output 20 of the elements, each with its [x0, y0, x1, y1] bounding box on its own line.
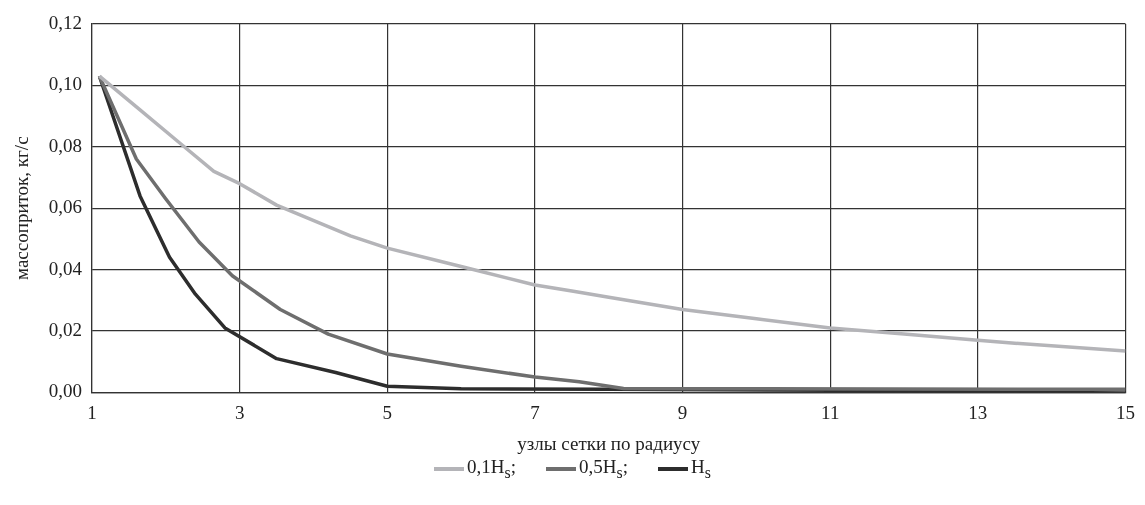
x-tick-label: 15 — [1116, 401, 1135, 423]
legend-label: H$_{s}$ — [690, 456, 711, 482]
y-tick-label: 0,02 — [48, 318, 83, 340]
y-tick-label: 0,08 — [48, 134, 83, 156]
y-axis-title: массоприток, кг/с — [11, 136, 33, 280]
x-tick-label: 7 — [530, 401, 540, 423]
x-tick-label: 3 — [234, 401, 245, 423]
x-tick-label: 1 — [87, 401, 97, 423]
x-tick-label: 9 — [677, 401, 688, 423]
y-tick-label: 0,00 — [48, 380, 83, 402]
y-tick-label: 0,04 — [48, 257, 83, 279]
y-tick-label: 0,12 — [48, 11, 83, 33]
y-tick-label: 0,10 — [48, 73, 83, 95]
y-tick-label: 0,06 — [48, 196, 83, 218]
x-axis-title: узлы сетки по радиусу — [517, 432, 701, 454]
x-tick-label: 13 — [968, 401, 988, 423]
legend-label: 0,5H$_{s}$; — [579, 456, 628, 482]
x-tick-label: 11 — [821, 401, 840, 423]
legend-label: 0,1H$_{s}$; — [467, 456, 517, 482]
x-tick-label: 5 — [382, 401, 393, 423]
